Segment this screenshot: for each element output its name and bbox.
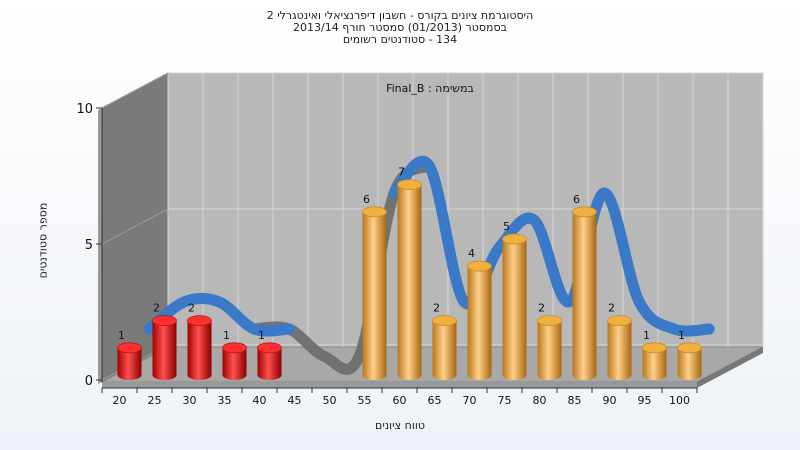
bar-top: [502, 233, 527, 245]
bar: [537, 320, 562, 380]
bar-top: [432, 315, 457, 327]
x-tick-label: 85: [568, 394, 582, 407]
x-tick-label: 50: [323, 394, 337, 407]
bar-top: [222, 342, 247, 354]
x-tick-label: 60: [393, 394, 407, 407]
data-label: 2: [153, 302, 160, 315]
data-label: 4: [468, 247, 475, 260]
data-label: 7: [398, 166, 405, 179]
bars: [117, 179, 702, 380]
chart-subtitle: במשימה : Final_B: [386, 82, 474, 95]
bar-top: [572, 206, 597, 218]
bar: [222, 347, 247, 380]
grid-line-side: [101, 208, 169, 245]
title-line-3: 134 - סטודנטים רשומים: [342, 33, 458, 46]
x-tick-label: 80: [533, 394, 547, 407]
bar: [607, 320, 632, 380]
bar-top: [152, 315, 177, 327]
bar: [467, 266, 492, 380]
data-label: 2: [433, 302, 440, 315]
floor-edge-right: [697, 347, 763, 388]
grid-line-side: [101, 72, 169, 109]
bar: [257, 347, 282, 380]
bar: [677, 347, 702, 380]
data-label: 1: [643, 329, 650, 342]
bar-top: [642, 342, 667, 354]
data-label: 1: [258, 329, 265, 342]
y-tick-label: 5: [85, 238, 93, 253]
bar: [117, 347, 142, 380]
data-label: 1: [678, 329, 685, 342]
x-tick-label: 90: [603, 394, 617, 407]
bar-top: [117, 342, 142, 354]
bar: [502, 239, 527, 380]
y-tick-label: 0: [85, 374, 93, 389]
trend-ribbon: [143, 155, 715, 375]
x-tick-label: 100: [669, 394, 690, 407]
x-tick-label: 95: [638, 394, 652, 407]
data-labels: 1 2 2 1 1 6 7 2 4 5 2 6 2 1 1: [118, 166, 685, 342]
bar-top: [677, 342, 702, 354]
side-wall-edge: [98, 108, 102, 384]
bar-top: [607, 315, 632, 327]
x-tick-label: 70: [463, 394, 477, 407]
x-tick-label: 55: [358, 394, 372, 407]
x-tick-label: 30: [183, 394, 197, 407]
x-tick-label: 65: [428, 394, 442, 407]
data-label: 2: [538, 302, 545, 315]
bar-top: [362, 206, 387, 218]
floor-edge: [102, 382, 697, 388]
data-label: 1: [118, 329, 125, 342]
data-label: 1: [223, 329, 230, 342]
bar-top: [187, 315, 212, 327]
y-tick-label: 10: [76, 102, 93, 117]
x-tick-label: 45: [288, 394, 302, 407]
bar: [362, 211, 387, 380]
x-tick-label: 35: [218, 394, 232, 407]
bar: [572, 211, 597, 380]
title-line-2: בסמסטר (01/2013) סמסטר חורף 2013/14: [293, 21, 507, 34]
bar-top: [257, 342, 282, 354]
bar: [432, 320, 457, 380]
data-label: 2: [608, 302, 615, 315]
trend-ribbon-blue-right: [388, 155, 715, 337]
bar: [642, 347, 667, 380]
bar-top: [467, 260, 492, 272]
title-line-1: היסטוגרמת ציונים בקורס - חשבון דיפרנציאל…: [266, 9, 534, 22]
x-axis-label: טווח ציונים: [375, 419, 425, 432]
bar-top: [537, 315, 562, 327]
x-tick-label: 20: [113, 394, 127, 407]
data-label: 2: [188, 302, 195, 315]
bar-top: [397, 179, 422, 191]
x-tick-label: 25: [148, 394, 162, 407]
trend-ribbon-blue-left: [143, 292, 295, 337]
bar: [187, 320, 212, 380]
x-tick-label: 40: [253, 394, 267, 407]
data-label: 5: [503, 220, 510, 233]
chart-title: היסטוגרמת ציונים בקורס - חשבון דיפרנציאל…: [0, 10, 800, 46]
data-label: 6: [363, 193, 370, 206]
bar: [397, 184, 422, 380]
x-tick-label: 75: [498, 394, 512, 407]
bar: [152, 320, 177, 380]
data-label: 6: [573, 193, 580, 206]
y-axis-label: מספר סטודנטים: [36, 202, 50, 279]
